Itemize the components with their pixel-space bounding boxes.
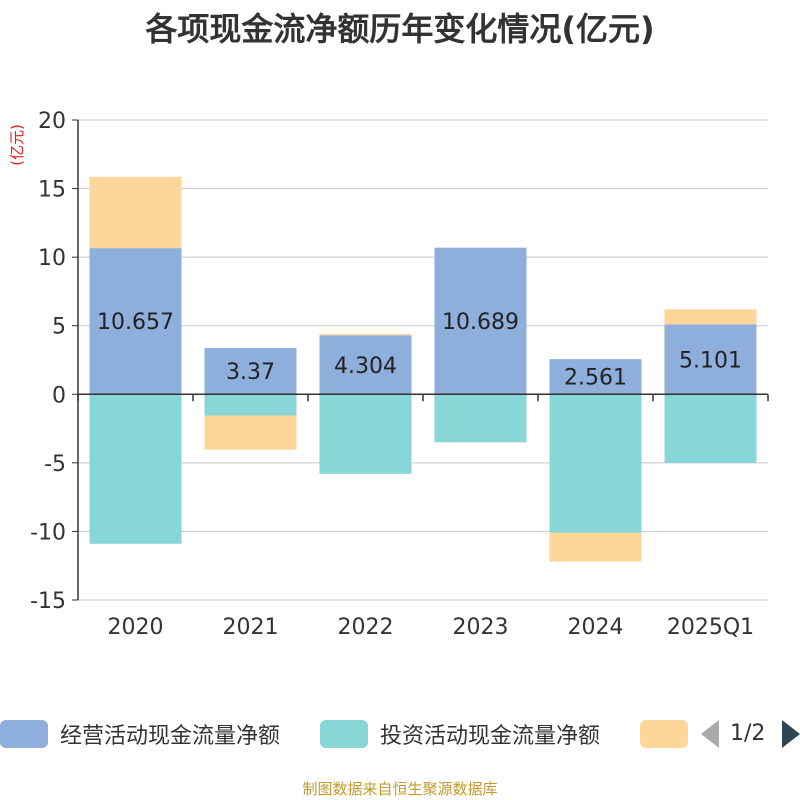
y-tick-label: 0 bbox=[52, 383, 66, 408]
bar-financing-2021 bbox=[204, 415, 297, 450]
legend-item-financing[interactable] bbox=[640, 718, 700, 750]
bar-financing-2024 bbox=[549, 532, 642, 562]
bar-operating-2020 bbox=[89, 248, 182, 395]
x-tick-label: 2020 bbox=[108, 615, 164, 640]
x-tick-label: 2022 bbox=[338, 615, 394, 640]
bar-operating-2023 bbox=[434, 247, 527, 395]
chart-title: 各项现金流净额历年变化情况(亿元) bbox=[145, 10, 655, 48]
y-tick-label: -10 bbox=[30, 520, 66, 545]
data-label-operating-2021: 3.37 bbox=[226, 360, 275, 385]
y-axis-label: (亿元) bbox=[8, 124, 26, 166]
bar-financing-2025Q1 bbox=[664, 309, 757, 325]
x-tick-label: 2024 bbox=[568, 615, 624, 640]
bar-investing-2024 bbox=[549, 394, 642, 533]
bar-operating-2024 bbox=[549, 359, 642, 395]
bar-investing-2021 bbox=[204, 394, 297, 416]
data-label-operating-2020: 10.657 bbox=[97, 310, 174, 335]
legend: 经营活动现金流量净额 投资活动现金流量净额 1/2 bbox=[0, 712, 800, 756]
legend-item-operating[interactable]: 经营活动现金流量净额 bbox=[0, 718, 280, 750]
next-page-icon[interactable] bbox=[782, 720, 800, 748]
y-tick-label: 10 bbox=[38, 246, 66, 271]
data-label-operating-2024: 2.561 bbox=[564, 366, 627, 391]
y-tick-label: 20 bbox=[38, 109, 66, 134]
legend-label-operating: 经营活动现金流量净额 bbox=[60, 724, 281, 749]
legend-swatch-operating bbox=[0, 720, 48, 748]
data-label-operating-2023: 10.689 bbox=[442, 310, 519, 335]
data-label-operating-2022: 4.304 bbox=[334, 354, 397, 379]
y-tick-label: 5 bbox=[52, 315, 66, 340]
bar-investing-2022 bbox=[319, 394, 412, 474]
bar-investing-2020 bbox=[89, 394, 182, 544]
bar-operating-2022 bbox=[319, 335, 412, 395]
legend-pager: 1/2 bbox=[700, 718, 800, 750]
y-tick-label: 15 bbox=[38, 178, 66, 203]
legend-page-indicator: 1/2 bbox=[730, 721, 766, 746]
data-label-operating-2025Q1: 5.101 bbox=[679, 348, 742, 373]
bar-investing-2025Q1 bbox=[664, 394, 757, 463]
bar-investing-2023 bbox=[434, 394, 527, 443]
legend-swatch-financing bbox=[640, 720, 688, 748]
chart-area: -15 -10 -5 0 5 10 15 20 (亿元) 10.657 3.37 4.304 10.68… bbox=[8, 109, 769, 640]
x-tick-label: 2021 bbox=[223, 615, 279, 640]
x-tick-label: 2023 bbox=[453, 615, 509, 640]
x-tick-label: 2025Q1 bbox=[667, 615, 754, 640]
legend-swatch-investing bbox=[320, 720, 368, 748]
bar-financing-2022 bbox=[319, 333, 412, 336]
legend-label-investing: 投资活动现金流量净额 bbox=[380, 724, 601, 749]
y-tick-label: -15 bbox=[30, 589, 66, 614]
bar-financing-2020 bbox=[89, 176, 182, 249]
source-note: 制图数据来自恒生聚源数据库 bbox=[302, 780, 498, 798]
bar-operating-2021 bbox=[204, 348, 297, 395]
legend-item-investing[interactable]: 投资活动现金流量净额 bbox=[320, 718, 600, 750]
prev-page-icon[interactable] bbox=[701, 720, 719, 748]
y-tick-label: -5 bbox=[44, 452, 66, 477]
bar-operating-2025Q1 bbox=[664, 324, 757, 395]
